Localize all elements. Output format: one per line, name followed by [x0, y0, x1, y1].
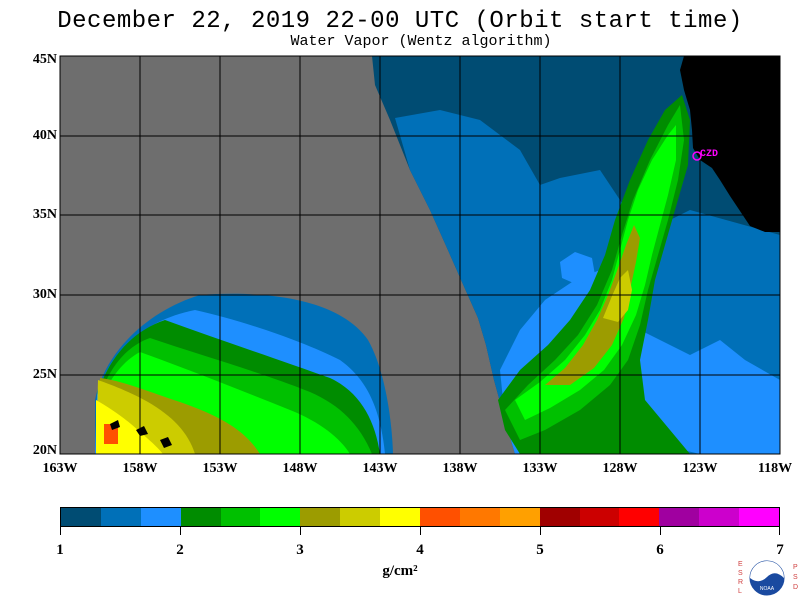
- colorbar-segment: [579, 508, 620, 526]
- swath-east-blue-2: [560, 252, 595, 285]
- lon-label-148w: 148W: [282, 461, 318, 476]
- station-label: CZD: [700, 149, 718, 160]
- colorbar-label-7: 7: [776, 542, 784, 558]
- colorbar-label-6: 6: [656, 542, 664, 558]
- colorbar-tick: [60, 527, 61, 535]
- colorbar-segment: [619, 508, 660, 526]
- map-frame: [59, 55, 781, 455]
- colorbar-tick: [300, 527, 301, 535]
- colorbar-segment: [180, 508, 221, 526]
- colorbar-segment: [739, 508, 780, 526]
- logo-letter-r: R: [738, 579, 743, 586]
- logo-letter-l: L: [738, 588, 742, 595]
- colorbar-tick: [180, 527, 181, 535]
- colorbar-segment: [140, 508, 181, 526]
- lon-label-138w: 138W: [442, 461, 478, 476]
- colorbar-label-5: 5: [536, 542, 544, 558]
- colorbar-segment: [459, 508, 500, 526]
- lon-label-133w: 133W: [522, 461, 558, 476]
- lon-label-128w: 128W: [602, 461, 638, 476]
- lon-label-158w: 158W: [122, 461, 158, 476]
- colorbar-segment: [539, 508, 580, 526]
- lat-label-40n: 40N: [32, 128, 57, 143]
- colorbar-tick: [540, 527, 541, 535]
- station-marker: [692, 151, 702, 161]
- colorbar-label-4: 4: [416, 542, 424, 558]
- colorbar: [60, 507, 780, 527]
- colorbar-segment: [499, 508, 540, 526]
- colorbar-label-3: 3: [296, 542, 304, 558]
- colorbar-label-1: 1: [56, 542, 64, 558]
- lat-label-35n: 35N: [32, 207, 57, 222]
- logo-letter-s2: S: [793, 574, 798, 581]
- map-title: December 22, 2019 22-00 UTC (Orbit start…: [57, 8, 743, 35]
- colorbar-tick: [779, 527, 780, 535]
- logo-letter-e: E: [738, 561, 743, 568]
- colorbar-segment: [659, 508, 700, 526]
- colorbar-segment: [300, 508, 341, 526]
- land-mass: [680, 56, 780, 232]
- colorbar-tick: [420, 527, 421, 535]
- colorbar-segment: [340, 508, 381, 526]
- logo-letter-d: D: [793, 584, 798, 591]
- colorbar-label-2: 2: [176, 542, 184, 558]
- colorbar-units: g/cm²: [382, 563, 418, 579]
- plume-bright-green: [515, 125, 676, 420]
- lat-gridlines: [60, 135, 780, 376]
- colorbar-segment: [699, 508, 740, 526]
- lat-label-20n: 20N: [32, 443, 57, 458]
- colorbar-segment: [380, 508, 421, 526]
- lon-label-153w: 153W: [202, 461, 238, 476]
- noaa-logo: E S R L P S D NOAA: [738, 560, 798, 596]
- lat-label-25n: 25N: [32, 367, 57, 382]
- colorbar-segment: [420, 508, 460, 526]
- lon-gridlines: [139, 56, 701, 454]
- colorbar-segment: [260, 508, 301, 526]
- colorbar-tick: [660, 527, 661, 535]
- logo-name: NOAA: [760, 586, 775, 592]
- lon-label-118w: 118W: [757, 461, 793, 476]
- lon-label-143w: 143W: [362, 461, 398, 476]
- lat-label-45n: 45N: [32, 52, 57, 67]
- map-subtitle: Water Vapor (Wentz algorithm): [290, 33, 552, 50]
- lon-label-163w: 163W: [42, 461, 78, 476]
- logo-letter-p: P: [793, 564, 798, 571]
- plume-yellow-green: [603, 270, 632, 322]
- colorbar-segment: [220, 508, 261, 526]
- colorbar-segment: [100, 508, 141, 526]
- logo-letter-s: S: [738, 570, 743, 577]
- lat-label-30n: 30N: [32, 287, 57, 302]
- colorbar-segment: [61, 508, 101, 526]
- hawaii-islands: [110, 420, 120, 430]
- lon-label-123w: 123W: [682, 461, 718, 476]
